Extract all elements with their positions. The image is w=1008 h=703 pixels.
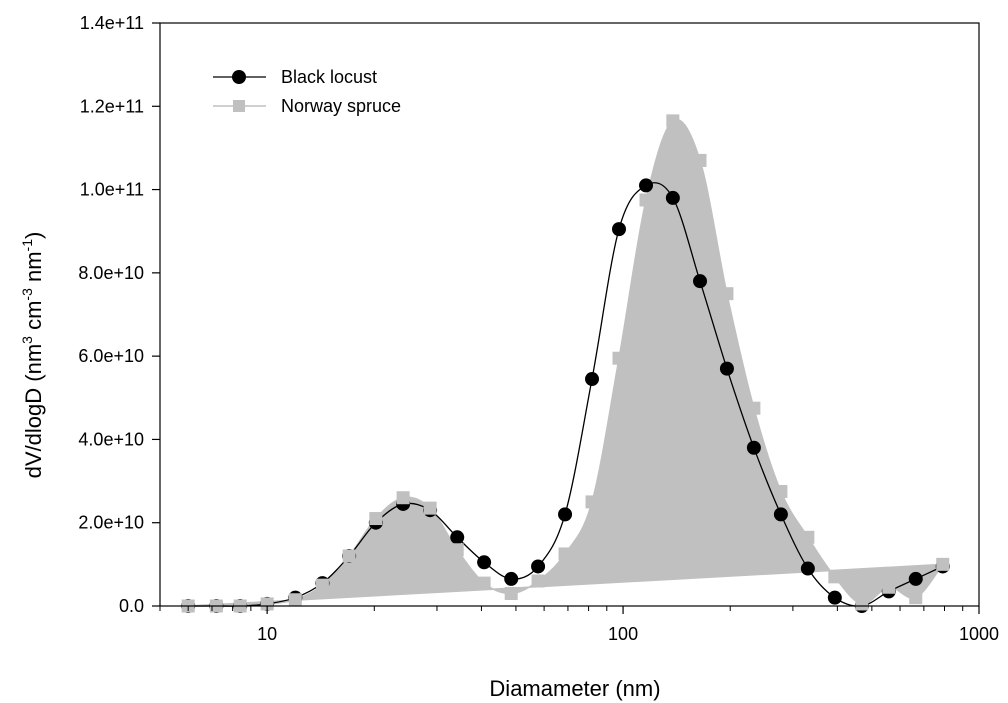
y-tick-label-3: 6.0e+10 — [78, 346, 144, 366]
norway-spruce-point-10 — [450, 543, 464, 557]
y-axis-title-part1: dV/dlogD (nm — [21, 344, 46, 479]
black-locust-point-12 — [504, 571, 519, 586]
norway-spruce-point-13 — [531, 574, 545, 588]
black-locust-point-15 — [585, 372, 600, 387]
norway-spruce-point-5 — [315, 578, 329, 592]
norway-spruce-point-3 — [260, 597, 274, 611]
black-locust-line-layer — [188, 182, 943, 607]
black-locust-point-20 — [719, 361, 734, 376]
y-axis-title: dV/dlogD (nm3 cm-3 nm-1) — [19, 232, 46, 479]
norway-spruce-point-19 — [693, 153, 707, 167]
legend-norway-spruce-label: Norway spruce — [281, 96, 401, 116]
y-tick-label-7: 1.4e+11 — [80, 13, 144, 33]
norway-spruce-point-26 — [882, 580, 896, 594]
black-locust-point-23 — [800, 561, 815, 576]
black-locust-point-18 — [665, 190, 680, 205]
x-tick-label-0: 10 — [257, 624, 277, 644]
y-tick-label-1: 2.0e+10 — [78, 513, 144, 533]
black-locust-point-16 — [612, 222, 627, 237]
legend-black-locust-marker — [232, 70, 246, 84]
black-locust-point-11 — [477, 555, 492, 570]
y-tick-label-4: 8.0e+10 — [78, 263, 144, 283]
norway-spruce-point-9 — [423, 501, 437, 515]
norway-spruce-point-20 — [720, 287, 734, 301]
norway-spruce-point-15 — [585, 495, 599, 509]
y-tick-label-6: 1.2e+11 — [80, 96, 144, 116]
norway-spruce-point-14 — [558, 547, 572, 561]
legend-black-locust-label: Black locust — [281, 67, 377, 87]
axis-layer: 0.0 2.0e+10 4.0e+10 6.0e+10 8.0e+10 1.0e+11 1.… — [78, 13, 999, 644]
black-locust-point-17 — [639, 178, 654, 193]
black-locust-point-22 — [773, 507, 788, 522]
y-axis-title-part2: cm — [21, 301, 46, 336]
black-locust-line — [188, 182, 943, 607]
norway-spruce-point-7 — [369, 512, 383, 526]
legend-norway-spruce-marker — [233, 100, 245, 112]
norway-spruce-point-28 — [936, 557, 950, 571]
black-locust-point-13 — [531, 559, 546, 574]
norway-spruce-point-24 — [828, 570, 842, 584]
norway-spruce-point-23 — [801, 530, 815, 544]
y-tick-label-2: 4.0e+10 — [78, 429, 144, 449]
norway-spruce-point-18 — [666, 114, 680, 128]
y-axis-title-part4: ) — [21, 232, 46, 239]
norway-spruce-point-8 — [396, 491, 410, 505]
black-locust-point-27 — [908, 571, 923, 586]
norway-spruce-point-21 — [747, 401, 761, 415]
norway-spruce-point-12 — [504, 587, 518, 601]
black-locust-point-21 — [746, 440, 761, 455]
y-tick-label-0: 0.0 — [119, 596, 144, 616]
norway-spruce-point-27 — [909, 591, 923, 605]
norway-spruce-point-25 — [855, 597, 869, 611]
norway-spruce-point-4 — [288, 593, 302, 607]
norway-spruce-fill-layer — [188, 118, 945, 607]
norway-spruce-area — [188, 118, 945, 607]
legend: Black locust Norway spruce — [213, 67, 401, 116]
black-locust-point-24 — [827, 590, 842, 605]
black-locust-point-10 — [450, 530, 465, 545]
black-locust-point-14 — [558, 507, 573, 522]
y-axis-title-part3: nm — [21, 251, 46, 288]
norway-spruce-point-17 — [639, 193, 653, 207]
plot-frame — [159, 22, 980, 607]
x-tick-label-1: 100 — [608, 624, 638, 644]
norway-spruce-point-16 — [612, 351, 626, 365]
y-axis-title-sup2: -3 — [19, 288, 35, 301]
x-axis-title: Diamameter (nm) — [489, 676, 660, 701]
norway-spruce-point-22 — [774, 484, 788, 498]
norway-spruce-point-6 — [342, 549, 356, 563]
marker-layer — [181, 114, 950, 613]
black-locust-point-19 — [693, 274, 708, 289]
y-axis-title-sup3: -1 — [19, 239, 35, 252]
x-tick-label-2: 1000 — [959, 624, 999, 644]
y-axis-title-sup1: 3 — [19, 336, 35, 344]
norway-spruce-point-11 — [477, 576, 491, 590]
y-tick-label-5: 1.0e+11 — [80, 180, 144, 200]
